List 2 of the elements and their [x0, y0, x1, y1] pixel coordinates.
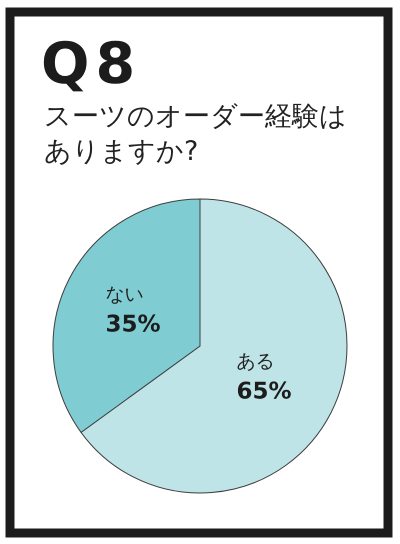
subtitle: スーツのオーダー経験はありますか?	[44, 100, 348, 169]
title: Q8	[41, 31, 142, 97]
